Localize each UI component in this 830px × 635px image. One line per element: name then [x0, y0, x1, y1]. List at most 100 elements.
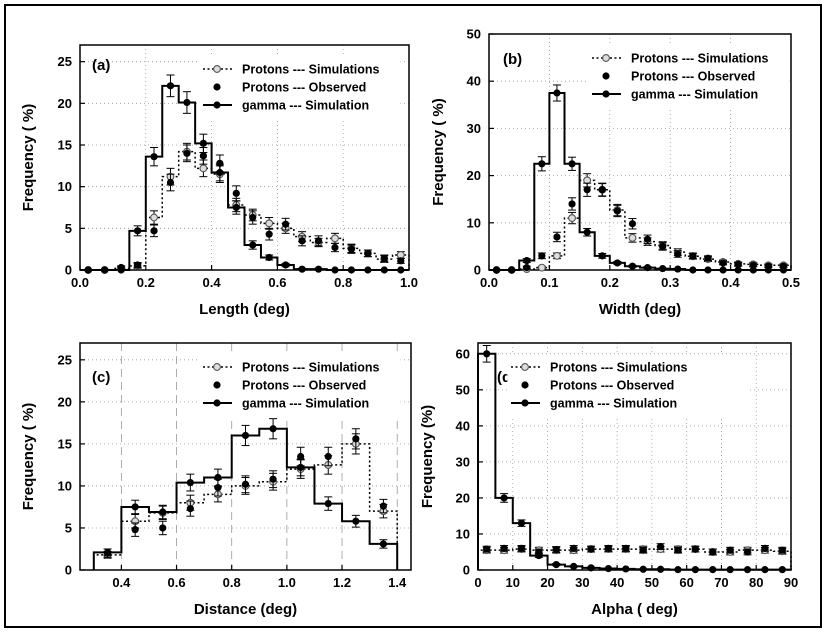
data-point [241, 480, 250, 488]
data-point [282, 261, 290, 269]
data-point [709, 566, 717, 574]
legend-entry: Protons --- Observed [213, 81, 366, 95]
legend-entry: Protons --- Observed [213, 379, 366, 393]
series-line [80, 150, 410, 271]
legend-box [507, 354, 749, 418]
data-point [764, 266, 772, 274]
data-point [761, 566, 769, 574]
data-point [232, 203, 240, 212]
x-tick-label: 0.2 [601, 275, 619, 290]
data-point [183, 98, 191, 107]
x-tick-label: 1.2 [333, 575, 351, 590]
y-tick-label: 30 [456, 454, 470, 469]
legend-marker [521, 363, 529, 371]
data-point [656, 542, 665, 551]
x-tick-label: 0 [474, 575, 481, 590]
data-point [749, 266, 757, 274]
series-line [92, 427, 399, 570]
data-point [719, 259, 727, 267]
y-tick-label: 15 [58, 436, 72, 451]
data-point [298, 237, 306, 245]
data-point [553, 233, 561, 241]
y-tick-label: 0 [463, 563, 470, 578]
data-point [297, 463, 305, 472]
data-point [265, 253, 273, 262]
x-tick-label: 50 [645, 575, 659, 590]
data-point [552, 251, 561, 260]
legend-marker [521, 399, 529, 407]
data-point [778, 546, 786, 554]
legend-entry: Protons --- Simulations [592, 52, 769, 66]
y-tick-label: 50 [456, 382, 470, 397]
data-point [743, 548, 752, 556]
legend-label: gamma --- Simulation [631, 88, 758, 102]
y-tick-label: 10 [58, 179, 72, 194]
data-point [241, 431, 250, 440]
x-axis-label: Distance (deg) [194, 601, 297, 618]
legend-entry: Protons --- Simulations [203, 63, 380, 77]
legend-label: Protons --- Observed [242, 379, 366, 393]
data-point [101, 266, 109, 274]
data-point [508, 266, 516, 274]
data-point [570, 544, 578, 552]
legend-marker [213, 399, 221, 407]
data-point [719, 266, 727, 274]
data-point [523, 264, 531, 272]
panel-label: (a) [92, 57, 110, 74]
data-point [150, 153, 158, 161]
data-point [331, 234, 339, 243]
data-point [150, 227, 158, 235]
y-tick-label: 20 [467, 168, 481, 183]
legend-box [588, 45, 790, 109]
plot-area [79, 44, 410, 271]
legend-label: Protons --- Simulations [631, 52, 769, 66]
data-point [704, 266, 712, 274]
data-point [587, 545, 595, 553]
data-point [492, 266, 501, 274]
data-point [517, 544, 526, 552]
data-point [199, 152, 207, 160]
data-point [628, 220, 637, 228]
x-tick-label: 90 [784, 575, 798, 590]
data-point [324, 499, 332, 508]
data-point [761, 544, 769, 552]
legend-marker [602, 54, 610, 62]
y-tick-label: 10 [467, 215, 481, 230]
data-point [269, 425, 277, 433]
y-tick-label: 15 [58, 138, 72, 153]
legend-marker [213, 363, 221, 371]
data-point [380, 254, 388, 262]
panel-label: (c) [92, 369, 110, 386]
series-gamma-simulation [92, 418, 399, 570]
plot-area [488, 33, 792, 271]
data-point [604, 544, 613, 552]
data-point [216, 159, 224, 167]
data-point [552, 560, 560, 569]
y-axis-label: Frequency (%) [419, 405, 436, 508]
x-tick-label: 0.0 [71, 275, 89, 290]
data-point [604, 564, 613, 573]
y-tick-label: 20 [58, 394, 72, 409]
legend-label: Protons --- Simulations [242, 63, 380, 77]
legend-label: gamma --- Simulation [242, 397, 369, 411]
y-tick-label: 30 [467, 121, 481, 136]
data-point [166, 82, 175, 90]
legend-label: gamma --- Simulation [242, 99, 369, 113]
data-point [331, 266, 339, 274]
data-point [133, 261, 142, 269]
x-tick-label: 10 [506, 575, 520, 590]
panel-a: 0.0 0.2 0.4 0.6 0.8 1.0 0 5 10 15 20 25 Length (deg)… [20, 44, 418, 318]
data-point [553, 89, 561, 97]
data-point [523, 256, 531, 265]
x-tick-label: 60 [679, 575, 693, 590]
y-axis-label: Frequency ( %) [20, 104, 37, 212]
data-point [380, 266, 388, 274]
y-tick-label: 25 [58, 54, 72, 69]
series-protons-observed [103, 428, 388, 558]
data-point [583, 186, 591, 194]
y-tick-label: 40 [456, 418, 470, 433]
legend-box [199, 56, 401, 120]
data-point [199, 139, 207, 147]
panel-label: (b) [503, 51, 522, 68]
